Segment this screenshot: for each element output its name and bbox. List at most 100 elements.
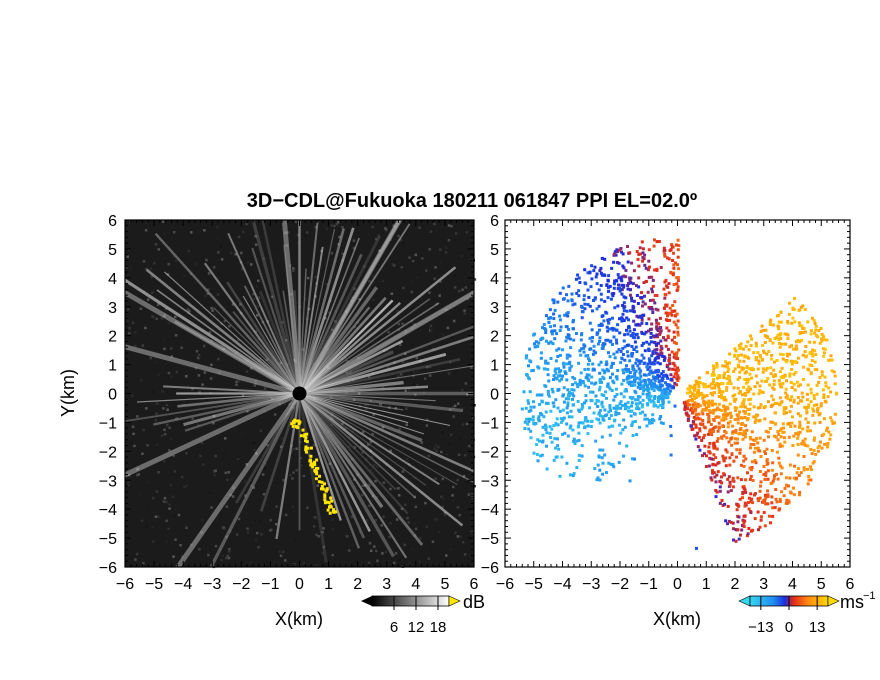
velocity-pixel — [800, 391, 804, 395]
velocity-pixel — [545, 339, 548, 343]
velocity-pixel — [649, 394, 653, 398]
velocity-pixel — [582, 298, 586, 302]
velocity-pixel — [568, 337, 572, 341]
velocity-pixel — [653, 294, 657, 297]
velocity-pixel — [630, 401, 634, 405]
velocity-pixel — [647, 342, 651, 346]
velocity-pixel — [789, 404, 793, 408]
velocity-pixel — [736, 421, 740, 425]
velocity-pixel — [703, 383, 707, 386]
noise-pixel — [241, 223, 245, 226]
velocity-pixel — [629, 281, 633, 285]
intensity-ray — [275, 393, 301, 540]
velocity-pixel — [552, 317, 556, 320]
velocity-pixel — [627, 405, 631, 409]
noise-pixel — [129, 220, 132, 224]
velocity-pixel — [787, 435, 791, 439]
noise-pixel — [154, 247, 157, 250]
velocity-pixel — [736, 414, 740, 418]
velocity-pixel — [654, 342, 658, 346]
velocity-pixel — [701, 408, 705, 412]
velocity-pixel — [632, 368, 636, 372]
velocity-pixel — [537, 419, 541, 423]
velocity-pixel — [742, 398, 746, 402]
noise-pixel — [302, 562, 306, 565]
velocity-pixel — [598, 339, 602, 343]
velocity-pixel — [589, 425, 593, 428]
noise-pixel — [341, 252, 344, 255]
velocity-pixel — [618, 286, 622, 290]
velocity-pixel — [598, 378, 602, 381]
velocity-pixel — [658, 403, 662, 407]
velocity-pixel — [644, 373, 648, 377]
noise-pixel — [227, 471, 230, 474]
noise-pixel — [190, 231, 193, 234]
noise-pixel — [200, 531, 203, 534]
velocity-pixel — [734, 428, 738, 432]
velocity-pixel — [663, 296, 667, 300]
noise-pixel — [402, 467, 406, 470]
velocity-pixel — [676, 279, 680, 283]
velocity-pixel — [601, 417, 605, 421]
velocity-pixel — [586, 271, 590, 275]
velocity-pixel — [676, 319, 680, 323]
velocity-pixel — [768, 338, 772, 342]
velocity-pixel — [660, 389, 664, 393]
noise-pixel — [414, 505, 418, 509]
velocity-pixel — [735, 448, 739, 452]
noise-pixel — [363, 314, 367, 317]
velocity-pixel — [812, 403, 816, 407]
velocity-pixel — [587, 385, 591, 389]
velocity-pixel — [724, 456, 728, 460]
noise-pixel — [375, 465, 379, 468]
velocity-pixel — [763, 405, 767, 408]
velocity-pixel — [608, 433, 612, 437]
velocity-pixel — [830, 358, 834, 362]
velocity-pixel — [686, 419, 690, 422]
high-intensity-pixel — [295, 425, 299, 429]
velocity-pixel — [789, 381, 793, 384]
velocity-pixel — [631, 333, 635, 337]
velocity-pixel — [619, 361, 623, 365]
noise-pixel — [221, 344, 224, 348]
velocity-pixel — [738, 370, 742, 374]
noise-pixel — [255, 285, 259, 288]
velocity-pixel — [527, 376, 531, 380]
velocity-pixel — [615, 377, 619, 381]
velocity-pixel — [537, 415, 541, 419]
velocity-pixel — [810, 359, 814, 363]
noise-pixel — [240, 251, 243, 255]
x-tick-label: 2 — [731, 576, 740, 593]
high-intensity-pixel — [315, 458, 319, 462]
noise-pixel — [136, 467, 139, 471]
velocity-pixel — [782, 426, 785, 430]
noise-pixel — [461, 541, 465, 544]
velocity-pixel — [746, 407, 750, 411]
velocity-pixel — [795, 380, 799, 384]
velocity-pixel — [800, 399, 804, 403]
velocity-pixel — [774, 411, 777, 415]
noise-pixel — [427, 454, 431, 458]
noise-pixel — [236, 457, 240, 461]
velocity-pixel — [598, 381, 602, 385]
noise-pixel — [245, 463, 248, 466]
velocity-pixel — [711, 470, 715, 474]
noise-pixel — [404, 352, 407, 355]
velocity-pixel — [558, 379, 562, 383]
noise-pixel — [255, 452, 258, 455]
velocity-pixel — [675, 371, 679, 375]
velocity-pixel — [763, 493, 767, 497]
noise-pixel — [217, 357, 220, 361]
velocity-pixel — [615, 328, 619, 332]
velocity-pixel — [714, 402, 717, 406]
velocity-pixel — [705, 385, 709, 389]
velocity-pixel — [779, 310, 783, 314]
velocity-pixel — [580, 407, 584, 411]
velocity-pixel — [798, 308, 802, 312]
velocity-pixel — [744, 491, 748, 494]
intensity-ray — [298, 290, 474, 395]
velocity-pixel — [812, 438, 816, 442]
velocity-pixel — [655, 268, 659, 272]
velocity-pixel — [590, 381, 594, 385]
velocity-pixel — [626, 332, 630, 336]
